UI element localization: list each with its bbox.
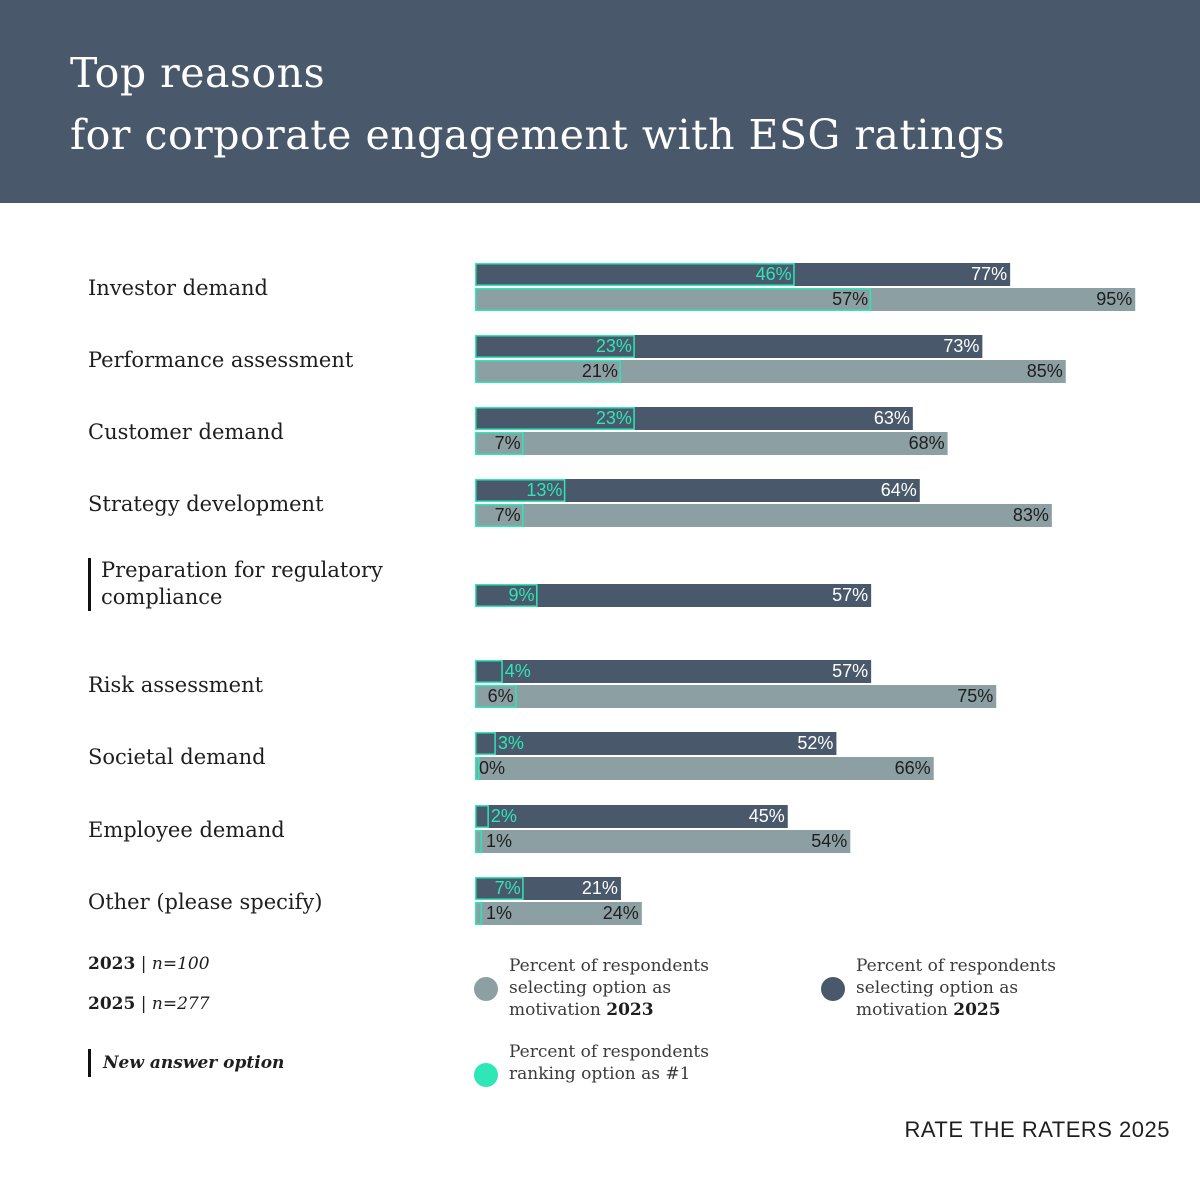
2023-value-label-1: 85% xyxy=(1027,361,1063,381)
category-label-1: Performance assessment xyxy=(88,348,354,372)
2025-value-label-4: 57% xyxy=(832,585,868,605)
2023-bar-5 xyxy=(475,685,997,708)
title-line-2: for corporate engagement with ESG rating… xyxy=(70,111,1006,159)
page-title: Top reasons for corporate engagement wit… xyxy=(70,42,1005,166)
2023-rank1-bar-1 xyxy=(475,360,621,383)
category-label-2: Customer demand xyxy=(88,420,284,444)
2025-value-label-6: 52% xyxy=(797,733,833,753)
2023-rank1-label-5: 6% xyxy=(488,686,514,706)
category-label-0: Investor demand xyxy=(88,276,268,300)
legend-dot-2023 xyxy=(474,977,498,1001)
2023-rank1-label-2: 7% xyxy=(495,433,521,453)
legend-item-2025: Percent of respondents selecting option … xyxy=(821,955,1096,1021)
2023-rank1-bar-5 xyxy=(475,685,517,708)
2023-bar-2 xyxy=(475,432,948,455)
2025-value-label-8: 21% xyxy=(582,878,618,898)
2025-rank1-label-3: 13% xyxy=(526,480,562,500)
header-banner: Top reasons for corporate engagement wit… xyxy=(0,0,1200,203)
2025-bar-1 xyxy=(475,335,983,358)
2025-value-label-2: 63% xyxy=(874,408,910,428)
2025-rank1-bar-6 xyxy=(475,732,496,755)
2023-rank1-label-6: 0% xyxy=(479,758,505,778)
2023-value-label-0: 95% xyxy=(1096,289,1132,309)
legend-item-2023: Percent of respondents selecting option … xyxy=(474,955,749,1021)
2025-rank1-label-1: 23% xyxy=(596,336,632,356)
2025-value-label-7: 45% xyxy=(749,806,785,826)
2023-rank1-bar-3 xyxy=(475,504,524,527)
2023-value-label-2: 68% xyxy=(909,433,945,453)
category-label-3: Strategy development xyxy=(88,492,324,516)
2023-bar-0 xyxy=(475,288,1136,311)
2023-rank1-label-1: 21% xyxy=(582,361,618,381)
2023-bar-7 xyxy=(475,830,851,853)
2023-value-label-7: 54% xyxy=(811,831,847,851)
2023-bar-6 xyxy=(475,757,934,780)
legend-item-rank1: Percent of respondents ranking option as… xyxy=(474,1041,749,1087)
bar-chart: Investor demand 46% 77% 57% 95% Performance a… xyxy=(88,263,1136,925)
2025-rank1-label-5: 4% xyxy=(505,661,531,681)
new-answer-option-note: New answer option xyxy=(88,1049,284,1077)
2025-value-label-3: 64% xyxy=(881,480,917,500)
category-label-7: Employee demand xyxy=(88,818,285,842)
2023-rank1-bar-8 xyxy=(475,902,482,925)
2025-rank1-label-2: 23% xyxy=(596,408,632,428)
2025-rank1-label-0: 46% xyxy=(756,264,792,284)
2025-rank1-bar-0 xyxy=(475,263,795,286)
2023-bar-8 xyxy=(475,902,642,925)
2023-rank1-bar-6 xyxy=(475,757,480,780)
2025-value-label-1: 73% xyxy=(943,336,979,356)
2023-bar-3 xyxy=(475,504,1052,527)
2025-bar-0 xyxy=(475,263,1011,286)
title-line-1: Top reasons xyxy=(70,49,326,97)
legend-dot-2025 xyxy=(821,977,845,1001)
sample-size-2025: 2025 | n=277 xyxy=(88,994,210,1014)
2025-bar-3 xyxy=(475,479,920,502)
2023-value-label-3: 83% xyxy=(1013,505,1049,525)
2025-rank1-label-4: 9% xyxy=(509,585,535,605)
footer-brand: RATE THE RATERS 2025 xyxy=(904,1117,1170,1142)
legend-dot-rank1 xyxy=(474,1063,498,1087)
new-option-marker-4 xyxy=(88,558,91,611)
2025-rank1-label-8: 7% xyxy=(495,878,521,898)
2025-value-label-5: 57% xyxy=(832,661,868,681)
category-label-4: Preparation for regulatory compliance xyxy=(101,558,383,609)
2025-bar-4 xyxy=(475,584,872,607)
2025-rank1-bar-1 xyxy=(475,335,635,358)
2025-bar-5 xyxy=(475,660,872,683)
2025-bar-7 xyxy=(475,805,788,828)
2023-rank1-label-7: 1% xyxy=(486,831,512,851)
2025-bar-2 xyxy=(475,407,913,430)
2023-rank1-bar-0 xyxy=(475,288,872,311)
2025-rank1-bar-4 xyxy=(475,584,538,607)
category-label-6: Societal demand xyxy=(88,745,266,769)
2023-value-label-8: 24% xyxy=(603,903,639,923)
2025-rank1-bar-7 xyxy=(475,805,489,828)
2023-rank1-label-0: 57% xyxy=(832,289,868,309)
2025-rank1-label-6: 3% xyxy=(498,733,524,753)
2023-bar-1 xyxy=(475,360,1066,383)
2023-rank1-bar-7 xyxy=(475,830,482,853)
2023-rank1-label-3: 7% xyxy=(495,505,521,525)
2025-bar-6 xyxy=(475,732,837,755)
2025-rank1-bar-8 xyxy=(475,877,524,900)
2023-value-label-6: 66% xyxy=(895,758,931,778)
2023-rank1-label-8: 1% xyxy=(486,903,512,923)
2023-value-label-5: 75% xyxy=(957,686,993,706)
2025-rank1-bar-2 xyxy=(475,407,635,430)
2023-rank1-bar-2 xyxy=(475,432,524,455)
2025-rank1-label-7: 2% xyxy=(491,806,517,826)
category-label-8: Other (please specify) xyxy=(88,890,322,914)
category-label-5: Risk assessment xyxy=(88,673,264,697)
2025-rank1-bar-3 xyxy=(475,479,566,502)
sample-size-2023: 2023 | n=100 xyxy=(88,954,210,974)
2025-rank1-bar-5 xyxy=(475,660,503,683)
2025-value-label-0: 77% xyxy=(971,264,1007,284)
2025-bar-8 xyxy=(475,877,621,900)
